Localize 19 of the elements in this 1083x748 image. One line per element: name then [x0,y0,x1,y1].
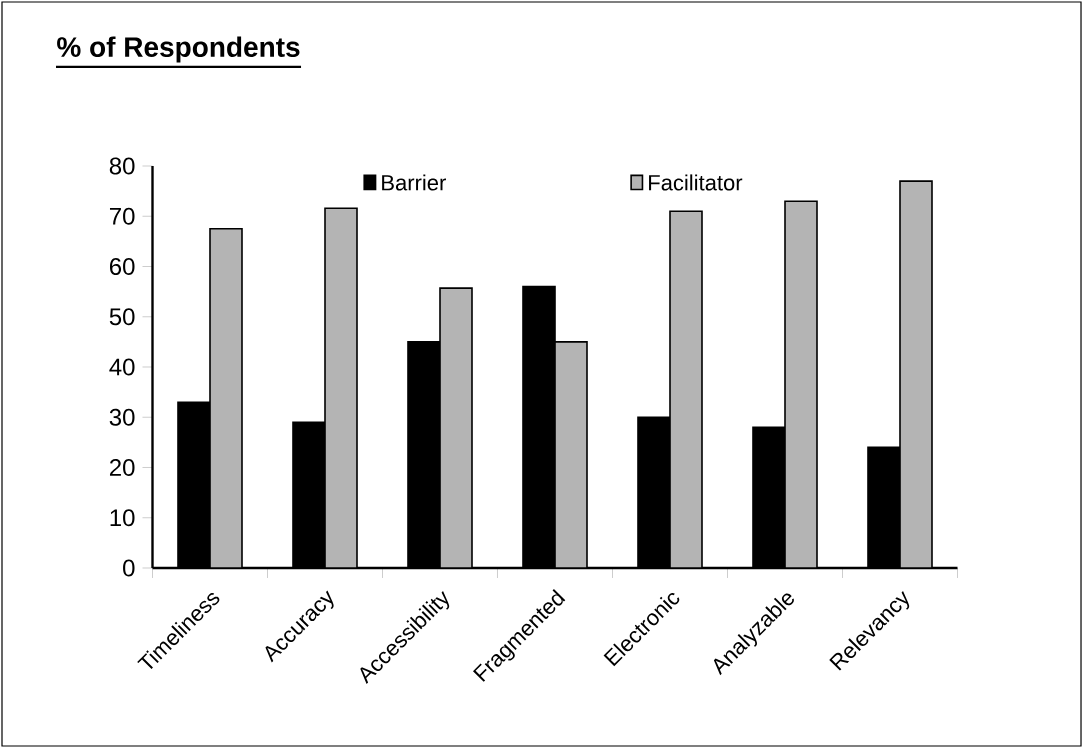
bar [784,200,818,568]
y-tick-label: 70 [109,207,135,225]
y-tick-label: 0 [123,559,135,577]
legend-label: Facilitator [649,174,743,191]
bar [209,228,243,568]
bar [899,180,933,568]
bar [439,287,473,568]
y-tick-label: 40 [109,358,135,376]
y-tick-label: 50 [109,308,135,326]
y-tick-label: 20 [109,459,135,477]
bar [324,207,358,568]
chart-title: % of Respondents [57,36,300,63]
y-tick-label: 80 [109,157,135,175]
y-tick-label: 10 [110,509,135,527]
bar [554,341,588,568]
y-tick-label: 30 [109,408,135,426]
y-tick-label: 60 [109,258,135,276]
bar [669,210,703,568]
legend-label: Barrier [382,174,446,191]
